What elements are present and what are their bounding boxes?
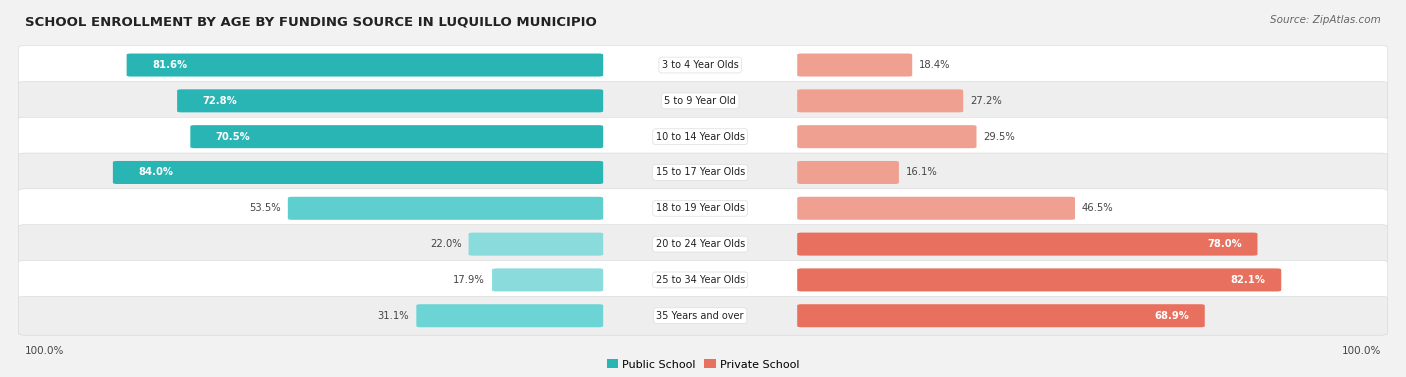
FancyBboxPatch shape (190, 125, 603, 148)
Legend: Public School, Private School: Public School, Private School (606, 359, 800, 369)
Text: 82.1%: 82.1% (1230, 275, 1265, 285)
FancyBboxPatch shape (18, 296, 1388, 335)
Text: 46.5%: 46.5% (1083, 203, 1114, 213)
Text: Source: ZipAtlas.com: Source: ZipAtlas.com (1270, 15, 1381, 25)
Text: 3 to 4 Year Olds: 3 to 4 Year Olds (662, 60, 738, 70)
FancyBboxPatch shape (797, 125, 977, 148)
Text: 68.9%: 68.9% (1154, 311, 1189, 321)
FancyBboxPatch shape (18, 225, 1388, 264)
FancyBboxPatch shape (416, 304, 603, 327)
FancyBboxPatch shape (797, 197, 1076, 220)
Text: 20 to 24 Year Olds: 20 to 24 Year Olds (655, 239, 745, 249)
Text: 29.5%: 29.5% (984, 132, 1015, 142)
Text: 18.4%: 18.4% (920, 60, 950, 70)
FancyBboxPatch shape (18, 117, 1388, 156)
FancyBboxPatch shape (18, 153, 1388, 192)
Text: 17.9%: 17.9% (453, 275, 485, 285)
Text: 100.0%: 100.0% (25, 346, 65, 356)
FancyBboxPatch shape (797, 54, 912, 77)
FancyBboxPatch shape (177, 89, 603, 112)
FancyBboxPatch shape (18, 81, 1388, 120)
FancyBboxPatch shape (288, 197, 603, 220)
Text: 18 to 19 Year Olds: 18 to 19 Year Olds (655, 203, 745, 213)
Text: SCHOOL ENROLLMENT BY AGE BY FUNDING SOURCE IN LUQUILLO MUNICIPIO: SCHOOL ENROLLMENT BY AGE BY FUNDING SOUR… (25, 15, 598, 28)
Text: 35 Years and over: 35 Years and over (657, 311, 744, 321)
Text: 25 to 34 Year Olds: 25 to 34 Year Olds (655, 275, 745, 285)
Text: 16.1%: 16.1% (905, 167, 938, 178)
FancyBboxPatch shape (797, 161, 898, 184)
Text: 27.2%: 27.2% (970, 96, 1002, 106)
Text: 10 to 14 Year Olds: 10 to 14 Year Olds (655, 132, 745, 142)
Text: 84.0%: 84.0% (138, 167, 173, 178)
Text: 53.5%: 53.5% (249, 203, 281, 213)
FancyBboxPatch shape (18, 189, 1388, 228)
FancyBboxPatch shape (127, 54, 603, 77)
FancyBboxPatch shape (797, 89, 963, 112)
FancyBboxPatch shape (112, 161, 603, 184)
FancyBboxPatch shape (18, 46, 1388, 84)
Text: 100.0%: 100.0% (1341, 346, 1381, 356)
Text: 72.8%: 72.8% (202, 96, 238, 106)
FancyBboxPatch shape (797, 304, 1205, 327)
FancyBboxPatch shape (797, 233, 1257, 256)
FancyBboxPatch shape (468, 233, 603, 256)
Text: 78.0%: 78.0% (1208, 239, 1241, 249)
Text: 81.6%: 81.6% (152, 60, 187, 70)
Text: 15 to 17 Year Olds: 15 to 17 Year Olds (655, 167, 745, 178)
FancyBboxPatch shape (18, 261, 1388, 299)
Text: 5 to 9 Year Old: 5 to 9 Year Old (664, 96, 737, 106)
Text: 22.0%: 22.0% (430, 239, 461, 249)
Text: 70.5%: 70.5% (215, 132, 250, 142)
Text: 31.1%: 31.1% (378, 311, 409, 321)
FancyBboxPatch shape (797, 268, 1281, 291)
FancyBboxPatch shape (492, 268, 603, 291)
